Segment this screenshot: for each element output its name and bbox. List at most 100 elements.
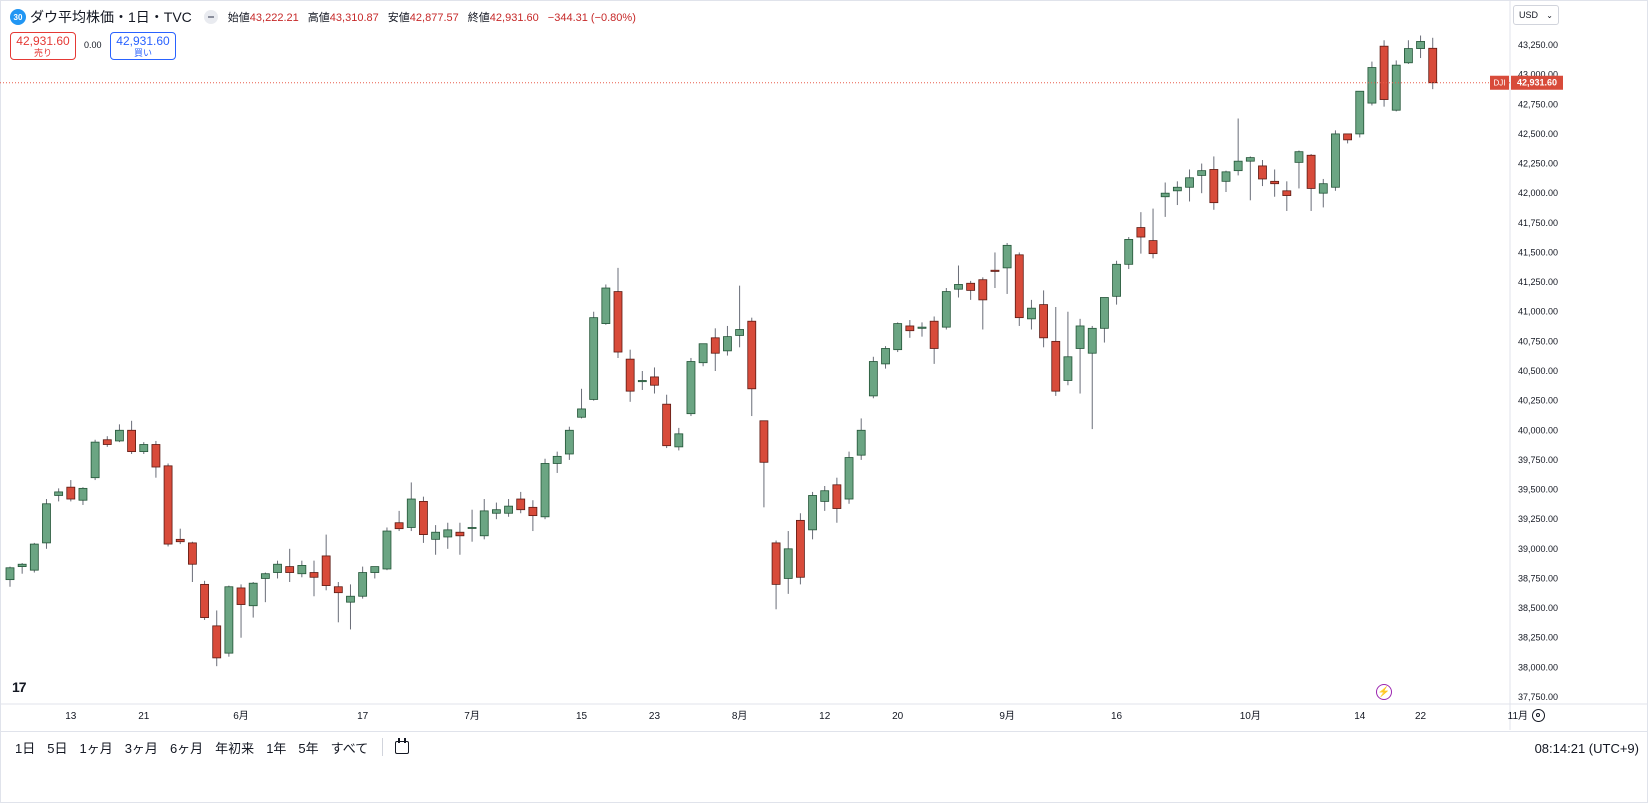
candle[interactable]	[260, 572, 270, 603]
candle[interactable]	[321, 534, 331, 591]
candle[interactable]	[1087, 325, 1097, 430]
candle[interactable]	[1185, 169, 1194, 202]
candle[interactable]	[248, 582, 258, 618]
sell-button[interactable]: 42,931.60 売り	[10, 32, 76, 60]
candle[interactable]	[1136, 212, 1146, 254]
candle[interactable]	[419, 496, 428, 543]
candle[interactable]	[893, 322, 903, 353]
candle[interactable]	[139, 442, 149, 454]
candle[interactable]	[552, 451, 562, 473]
candle[interactable]	[90, 439, 100, 481]
candle[interactable]	[723, 325, 732, 356]
currency-select[interactable]: USD ⌄	[1513, 5, 1559, 25]
candle[interactable]	[796, 513, 805, 585]
candle[interactable]	[905, 320, 915, 338]
candle[interactable]	[1270, 169, 1280, 197]
candle[interactable]	[820, 485, 830, 511]
candle[interactable]	[1318, 178, 1328, 208]
candle[interactable]	[771, 540, 781, 610]
candle[interactable]	[1355, 90, 1365, 138]
candle[interactable]	[856, 418, 866, 460]
candle[interactable]	[1331, 130, 1340, 191]
candle[interactable]	[406, 482, 416, 532]
candle[interactable]	[1002, 242, 1012, 294]
candle[interactable]	[1306, 154, 1316, 211]
candle[interactable]	[1039, 290, 1048, 348]
candle[interactable]	[346, 584, 355, 630]
settings-gear-icon[interactable]	[1532, 709, 1545, 722]
candle[interactable]	[1014, 252, 1024, 326]
candle[interactable]	[710, 328, 720, 371]
candle[interactable]	[187, 541, 197, 583]
candle[interactable]	[868, 356, 878, 399]
candle[interactable]	[1428, 37, 1438, 90]
calendar-range-icon[interactable]	[395, 737, 410, 754]
candle[interactable]	[1197, 163, 1207, 194]
candle[interactable]	[467, 509, 477, 542]
range-3m[interactable]: 3ヶ月	[124, 740, 158, 756]
candle[interactable]	[1245, 156, 1255, 201]
candle[interactable]	[613, 267, 623, 358]
candle[interactable]	[1172, 181, 1182, 206]
candle[interactable]	[1343, 133, 1352, 144]
candle[interactable]	[881, 346, 890, 369]
candle[interactable]	[479, 499, 489, 540]
candle[interactable]	[151, 440, 161, 478]
candle[interactable]	[1391, 60, 1401, 112]
candle[interactable]	[78, 487, 88, 505]
candle[interactable]	[309, 560, 319, 597]
candle[interactable]	[102, 436, 112, 447]
candle[interactable]	[1282, 181, 1292, 211]
candle[interactable]	[491, 502, 501, 520]
eye-icon[interactable]	[203, 10, 218, 24]
candle[interactable]	[686, 357, 696, 417]
range-1m[interactable]: 1ヶ月	[79, 740, 113, 756]
candle[interactable]	[832, 477, 842, 523]
tradingview-logo-icon[interactable]: 17	[12, 679, 27, 695]
symbol-title[interactable]: ダウ平均株価・1日・TVC	[30, 9, 192, 25]
candle[interactable]	[29, 542, 39, 573]
range-5y[interactable]: 5年	[298, 740, 319, 756]
candle[interactable]	[443, 522, 453, 549]
candle[interactable]	[1258, 159, 1267, 187]
candle[interactable]	[1063, 311, 1073, 386]
candle[interactable]	[528, 500, 538, 532]
candle[interactable]	[662, 394, 672, 449]
candle[interactable]	[990, 252, 1000, 289]
candle[interactable]	[163, 463, 173, 547]
candle[interactable]	[297, 560, 307, 578]
candle[interactable]	[1294, 150, 1304, 189]
candle[interactable]	[966, 280, 976, 300]
candle[interactable]	[1221, 170, 1231, 192]
candle[interactable]	[200, 580, 209, 620]
candle[interactable]	[674, 427, 684, 451]
candle[interactable]	[1148, 208, 1158, 259]
candle[interactable]	[637, 371, 647, 390]
range-1d[interactable]: 1日	[15, 740, 36, 756]
candle[interactable]	[577, 388, 586, 419]
candle[interactable]	[564, 426, 574, 460]
candle[interactable]	[954, 265, 963, 298]
candle[interactable]	[1404, 40, 1413, 64]
candle[interactable]	[516, 491, 526, 514]
range-all[interactable]: すべて	[330, 740, 369, 756]
candle[interactable]	[382, 527, 392, 571]
candle[interactable]	[1075, 318, 1085, 394]
candle[interactable]	[394, 510, 404, 532]
candle[interactable]	[175, 528, 185, 545]
candle[interactable]	[212, 610, 222, 667]
candle[interactable]	[1124, 237, 1134, 270]
candle[interactable]	[66, 480, 76, 502]
candle[interactable]	[42, 499, 51, 549]
candle[interactable]	[1100, 297, 1109, 343]
range-1y[interactable]: 1年	[266, 740, 287, 756]
candle[interactable]	[1379, 40, 1389, 107]
flash-icon[interactable]: ⚡	[1376, 684, 1392, 700]
candle[interactable]	[1209, 156, 1219, 210]
candle[interactable]	[808, 491, 817, 540]
candle[interactable]	[783, 531, 793, 594]
candle[interactable]	[747, 317, 757, 417]
candle[interactable]	[698, 343, 708, 367]
candle[interactable]	[917, 322, 927, 337]
candle[interactable]	[358, 566, 368, 599]
